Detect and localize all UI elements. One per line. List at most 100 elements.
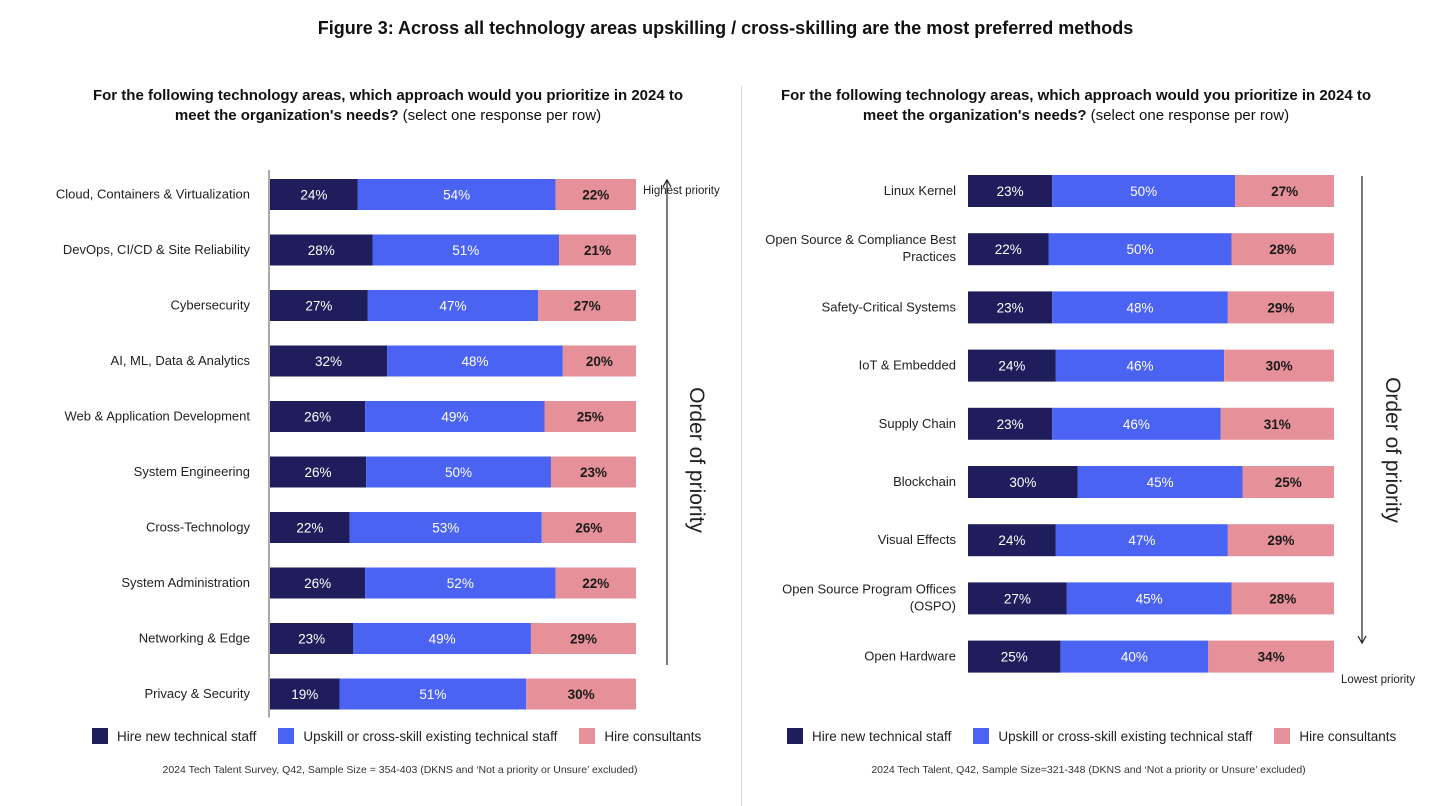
category-label-cybersecurity: Cybersecurity — [171, 298, 251, 313]
bar-upskill-system-administration — [365, 567, 556, 599]
bar-upskill-devops-ci-cd-site-reliability — [372, 234, 560, 266]
data-label-consult-system-engineering: 23% — [580, 465, 607, 480]
bar-hire-visual-effects — [968, 524, 1056, 557]
data-label-upskill-networking-edge: 49% — [429, 632, 456, 647]
data-label-consult-devops-ci-cd-site-reliability: 21% — [584, 243, 611, 258]
bar-consult-system-administration — [555, 567, 636, 599]
legend-item-upskill: Upskill or cross-skill existing technica… — [278, 728, 557, 744]
right-stacked-bar-chart: Linux Kernel 23% 50% 27% Open Source & Compl… — [765, 175, 1415, 686]
category-label-open-hardware: Open Hardware — [864, 649, 956, 664]
legend-item-consult: Hire consultants — [1274, 728, 1396, 744]
data-label-hire-open-source-program-offices-ospo: 27% — [1004, 591, 1031, 606]
bar-consult-web-application-development — [544, 401, 636, 432]
right-source-note: 2024 Tech Talent, Q42, Sample Size=321-3… — [871, 764, 1306, 776]
priority-arrow-head-icon — [1357, 635, 1367, 645]
bar-upskill-visual-effects — [1055, 524, 1228, 557]
order-of-priority-label: Order of priority — [685, 387, 708, 533]
bar-consult-networking-edge — [530, 623, 636, 654]
legend-swatch-upskill — [278, 728, 295, 744]
bar-hire-open-source-compliance-best-practices — [968, 233, 1049, 266]
data-label-hire-cross-technology: 22% — [296, 521, 323, 536]
data-label-hire-ai-ml-data-analytics: 32% — [315, 354, 342, 369]
right-question-note: (select one response per row) — [1090, 107, 1290, 124]
legend-label-upskill: Upskill or cross-skill existing technica… — [998, 728, 1253, 744]
bar-hire-privacy-security — [270, 678, 340, 710]
data-label-hire-cloud-containers-virtualization: 24% — [300, 188, 327, 203]
legend-label-upskill: Upskill or cross-skill existing technica… — [303, 728, 558, 744]
bar-hire-cross-technology — [270, 512, 350, 543]
bar-consult-open-hardware — [1208, 640, 1334, 673]
bar-upskill-cross-technology — [349, 512, 542, 543]
category-label-devops-ci-cd-site-reliability: DevOps, CI/CD & Site Reliability — [63, 242, 251, 257]
data-label-upskill-visual-effects: 47% — [1128, 533, 1155, 548]
legend-item-consult: Hire consultants — [579, 728, 701, 744]
data-label-upskill-blockchain: 45% — [1147, 475, 1174, 490]
bar-hire-open-source-program-offices-ospo — [968, 582, 1067, 615]
legend-label-hire: Hire new technical staff — [117, 728, 257, 744]
data-label-upskill-system-administration: 52% — [447, 576, 474, 591]
bar-hire-cybersecurity — [270, 290, 368, 321]
lowest-priority-note: Lowest priority — [1341, 674, 1415, 686]
data-label-consult-open-source-program-offices-ospo: 28% — [1269, 591, 1296, 606]
legend-item-hire: Hire new technical staff — [787, 728, 951, 744]
data-label-hire-blockchain: 30% — [1009, 475, 1036, 490]
bar-consult-privacy-security — [526, 678, 636, 710]
bar-consult-safety-critical-systems — [1227, 291, 1334, 324]
bar-consult-blockchain — [1242, 466, 1334, 498]
data-label-upskill-supply-chain: 46% — [1123, 417, 1150, 432]
legend-swatch-upskill — [973, 728, 990, 744]
bar-consult-cross-technology — [541, 512, 636, 543]
data-label-upskill-open-hardware: 40% — [1121, 650, 1148, 665]
data-label-upskill-linux-kernel: 50% — [1130, 184, 1157, 199]
bar-upskill-linux-kernel — [1052, 175, 1236, 207]
bar-hire-system-engineering — [270, 456, 367, 488]
bar-consult-visual-effects — [1227, 524, 1334, 557]
data-label-consult-privacy-security: 30% — [568, 687, 595, 702]
left-stacked-bar-chart: Cloud, Containers & Virtualization 24% 54%… — [56, 170, 720, 718]
legend-swatch-consult — [579, 728, 596, 744]
bar-upskill-web-application-development — [365, 401, 545, 432]
data-label-consult-web-application-development: 25% — [577, 410, 604, 425]
right-question-bold: For the following technology areas, whic… — [780, 87, 1372, 124]
data-label-hire-open-hardware: 25% — [1001, 650, 1028, 665]
bar-consult-ai-ml-data-analytics — [562, 345, 636, 377]
bar-hire-linux-kernel — [968, 175, 1053, 207]
data-label-consult-supply-chain: 31% — [1264, 417, 1291, 432]
right-legend: Hire new technical staff Upskill or cros… — [787, 728, 1418, 744]
right-panel: For the following technology areas, whic… — [726, 0, 1451, 806]
bar-consult-open-source-compliance-best-practices — [1231, 233, 1334, 266]
data-label-upskill-iot-embedded: 46% — [1127, 359, 1154, 374]
data-label-consult-cross-technology: 26% — [575, 521, 602, 536]
data-label-hire-open-source-compliance-best-practices: 22% — [995, 242, 1022, 257]
bar-upskill-cybersecurity — [367, 290, 539, 321]
category-label-linux-kernel: Linux Kernel — [884, 183, 956, 198]
bar-hire-networking-edge — [270, 623, 354, 654]
data-label-upskill-privacy-security: 51% — [419, 687, 446, 702]
left-panel: For the following technology areas, whic… — [0, 0, 725, 806]
legend-label-consult: Hire consultants — [1299, 728, 1397, 744]
bar-hire-supply-chain — [968, 407, 1053, 440]
legend-item-upskill: Upskill or cross-skill existing technica… — [973, 728, 1252, 744]
data-label-upskill-open-source-program-offices-ospo: 45% — [1136, 591, 1163, 606]
data-label-upskill-devops-ci-cd-site-reliability: 51% — [452, 243, 479, 258]
legend-swatch-hire — [92, 728, 108, 744]
data-label-consult-cybersecurity: 27% — [574, 299, 601, 314]
category-label-system-administration: System Administration — [121, 575, 250, 590]
left-source-note: 2024 Tech Talent Survey, Q42, Sample Siz… — [162, 764, 638, 776]
data-label-hire-cybersecurity: 27% — [305, 299, 332, 314]
bar-consult-cloud-containers-virtualization — [555, 179, 636, 210]
bar-hire-ai-ml-data-analytics — [270, 345, 388, 377]
data-label-hire-devops-ci-cd-site-reliability: 28% — [308, 243, 335, 258]
bar-upskill-open-hardware — [1060, 640, 1209, 673]
legend-label-consult: Hire consultants — [604, 728, 702, 744]
data-label-upskill-cross-technology: 53% — [432, 521, 459, 536]
category-label-open-source-compliance-best-practices: Open Source & Compliance Best Practices — [765, 232, 956, 264]
data-label-hire-system-engineering: 26% — [305, 465, 332, 480]
order-of-priority-label: Order of priority — [1381, 377, 1404, 523]
legend-label-hire: Hire new technical staff — [812, 728, 952, 744]
category-label-open-source-program-offices-ospo: Open Source Program Offices (OSPO) — [782, 581, 956, 613]
data-label-hire-web-application-development: 26% — [304, 410, 331, 425]
bar-upskill-cloud-containers-virtualization — [357, 179, 556, 210]
data-label-consult-system-administration: 22% — [582, 576, 609, 591]
bar-upskill-system-engineering — [366, 456, 551, 488]
